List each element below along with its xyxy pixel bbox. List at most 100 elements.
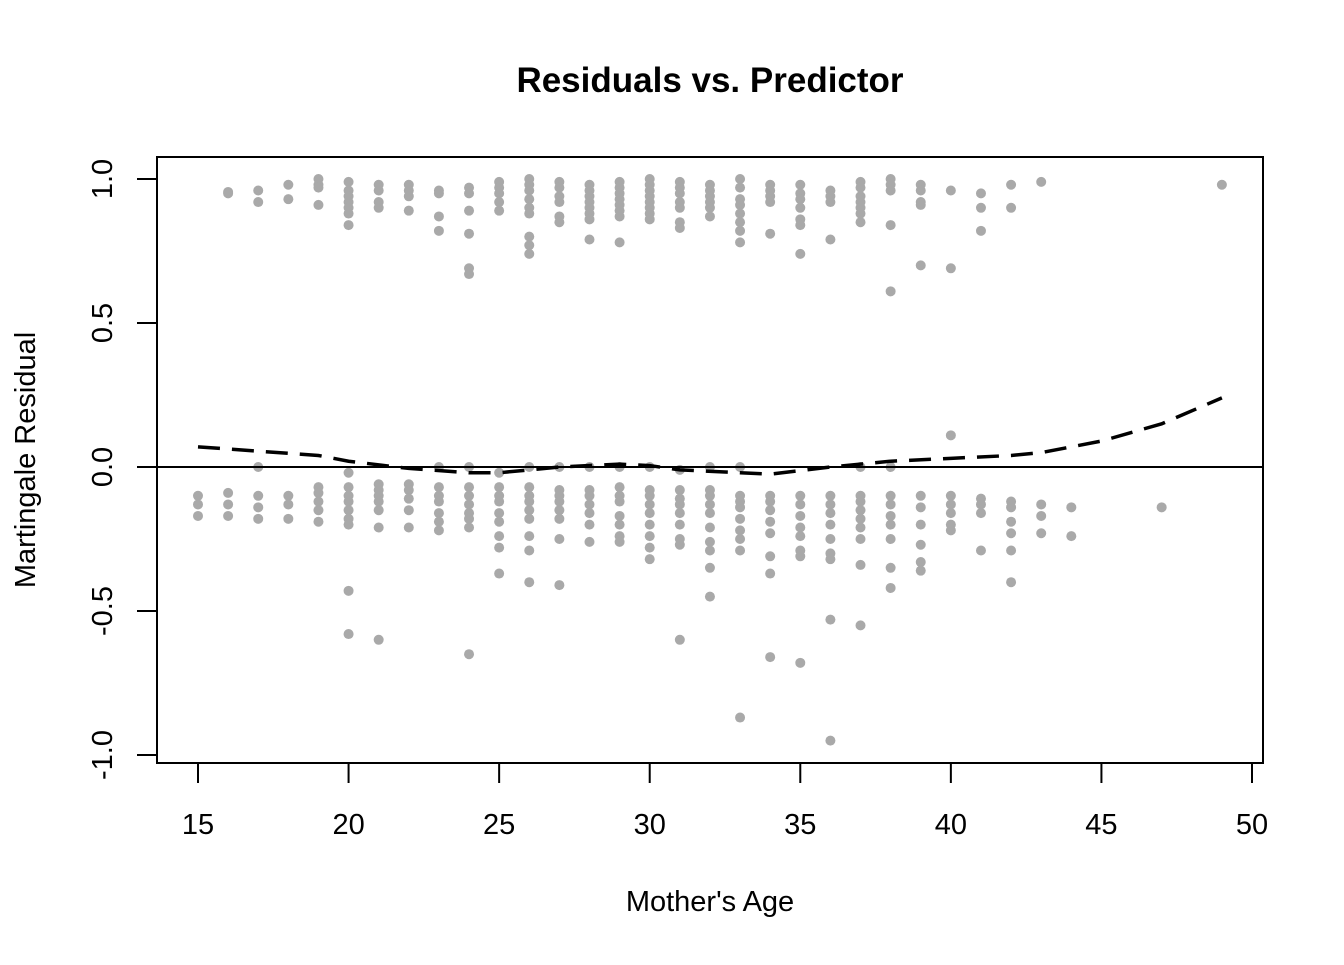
data-point [704, 202, 715, 213]
data-point [885, 286, 896, 297]
data-point [825, 519, 836, 530]
data-point [975, 188, 986, 199]
data-point [614, 482, 625, 493]
data-point [795, 551, 806, 562]
data-point [765, 505, 776, 516]
data-point [735, 217, 746, 228]
data-point [554, 580, 565, 591]
data-point [765, 652, 776, 663]
data-point [283, 499, 294, 510]
data-point [283, 179, 294, 190]
data-point [855, 505, 866, 516]
data-point [433, 496, 444, 507]
data-point [584, 519, 595, 530]
data-point [343, 176, 354, 187]
data-point [735, 502, 746, 513]
data-point [373, 522, 384, 533]
data-point [343, 208, 354, 219]
data-point [433, 508, 444, 519]
data-point [313, 487, 324, 498]
data-point [915, 490, 926, 501]
data-point [644, 214, 655, 225]
data-point [253, 513, 264, 524]
data-point [554, 182, 565, 193]
data-point [825, 614, 836, 625]
data-point [223, 510, 234, 521]
data-point [1006, 502, 1017, 513]
data-point [765, 496, 776, 507]
data-point [464, 205, 475, 216]
data-point [554, 505, 565, 516]
data-point [855, 559, 866, 570]
y-tick-label: -1.0 [87, 730, 119, 780]
data-point [885, 562, 896, 573]
data-point [855, 522, 866, 533]
x-tick-label: 35 [784, 809, 816, 841]
y-axis-label: Martingale Residual [10, 332, 42, 588]
data-point [674, 519, 685, 530]
y-tick-label: 0.0 [87, 447, 119, 487]
data-point [735, 534, 746, 544]
data-point [644, 499, 655, 510]
data-point [885, 510, 896, 521]
data-point [253, 502, 264, 513]
data-point [1036, 176, 1047, 187]
data-point [735, 208, 746, 219]
data-point [494, 197, 505, 208]
data-point [584, 234, 595, 245]
data-point [524, 545, 535, 556]
data-point [1006, 179, 1017, 190]
data-point [674, 539, 685, 550]
data-point [464, 513, 475, 524]
smooth-trend-line [197, 396, 1223, 476]
data-point [524, 505, 535, 516]
data-point [795, 531, 806, 542]
data-point [283, 513, 294, 524]
data-point [885, 490, 896, 501]
data-point [614, 536, 625, 547]
x-tick-label: 25 [483, 809, 515, 841]
data-point [313, 182, 324, 193]
data-point [253, 490, 264, 501]
data-point [343, 467, 354, 478]
data-point [945, 263, 956, 274]
data-point [614, 237, 625, 248]
data-point [1216, 179, 1227, 190]
data-point [795, 490, 806, 501]
data-point [433, 482, 444, 493]
data-point [795, 202, 806, 213]
data-point [795, 248, 806, 259]
data-point [343, 519, 354, 530]
data-point [825, 499, 836, 510]
data-point [403, 522, 414, 533]
data-point [403, 191, 414, 202]
data-point [494, 482, 505, 493]
data-point [494, 542, 505, 553]
data-point [1156, 502, 1167, 513]
data-point [343, 505, 354, 516]
data-point [885, 582, 896, 593]
data-point [644, 508, 655, 519]
chart-title: Residuals vs. Predictor [516, 61, 903, 100]
data-point [403, 205, 414, 216]
data-point [283, 490, 294, 501]
data-point [433, 516, 444, 527]
data-point [885, 499, 896, 510]
data-point [674, 634, 685, 645]
data-point [464, 482, 475, 493]
data-point [674, 202, 685, 213]
data-point [554, 513, 565, 524]
data-point [524, 482, 535, 493]
data-point [343, 629, 354, 640]
data-point [313, 199, 324, 210]
data-point [494, 467, 505, 478]
data-point [885, 519, 896, 530]
data-point [554, 197, 565, 208]
data-point [885, 534, 896, 544]
data-point [704, 536, 715, 547]
data-point [795, 499, 806, 510]
x-tick-label: 45 [1085, 809, 1117, 841]
data-point [915, 260, 926, 271]
data-point [494, 188, 505, 199]
